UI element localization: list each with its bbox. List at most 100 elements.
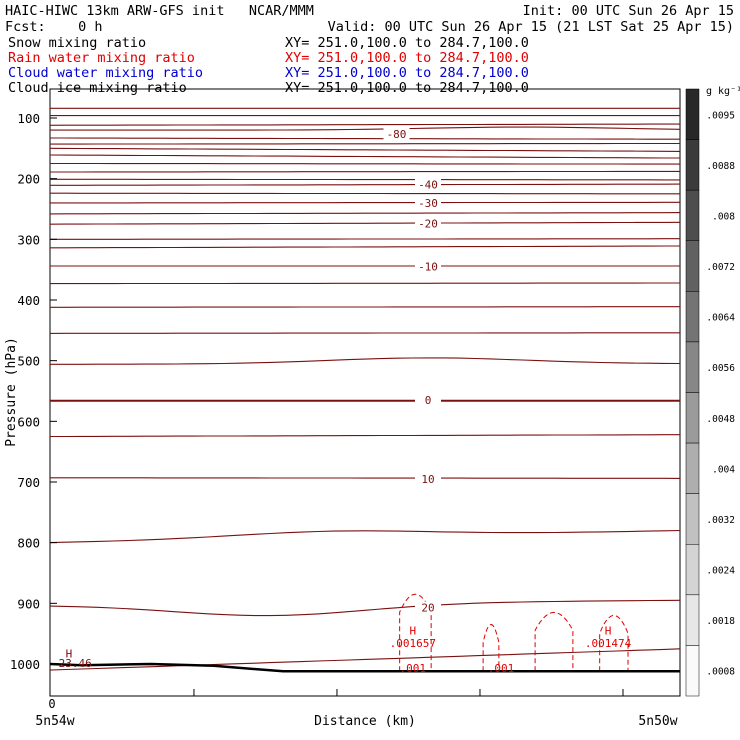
field-name: Rain water mixing ratio [8, 50, 195, 66]
field-name: Cloud water mixing ratio [8, 65, 203, 81]
contour-label-layer: -80-40-30-20-1001020H.001657H.001474.001… [59, 127, 632, 675]
terrain-line [49, 662, 680, 673]
field-name: Snow mixing ratio [8, 35, 146, 51]
temperature-contour-label: 0 [425, 394, 432, 407]
temperature-contour [50, 238, 680, 240]
y-axis-label: Pressure (hPa) [4, 337, 19, 447]
colorbar-bin [685, 392, 700, 444]
surface-label: H [66, 648, 73, 661]
temperature-label-bg [383, 127, 410, 140]
temperature-contour [49, 648, 681, 671]
temperature-contour [50, 170, 680, 173]
y-tick-label: 900 [17, 596, 40, 611]
colorbar-label: .0056 [706, 363, 735, 374]
temperature-contour [50, 137, 680, 140]
y-tick-label: 500 [17, 354, 40, 369]
temperature-contour [49, 599, 681, 617]
colorbar-bin [685, 544, 700, 596]
x-axis-start-label: 5n54w [35, 714, 74, 729]
colorbar-bin [685, 291, 700, 343]
colorbar-bin [685, 594, 700, 646]
x-axis-label: Distance (km) [314, 714, 416, 729]
temperature-contour [50, 162, 680, 165]
colorbar-bin [685, 139, 700, 191]
colorbar-label: .008 [712, 211, 735, 222]
colorbar-bin [685, 88, 700, 140]
y-tick-label: 300 [17, 232, 40, 247]
temperature-label-bg [415, 260, 441, 273]
y-tick-label: 800 [17, 536, 40, 551]
y-tick-label: 700 [17, 475, 40, 490]
header-line1-left: HAIC-HIWC 13km ARW-GFS init NCAR/MMM [5, 3, 314, 19]
x-axis [49, 689, 624, 696]
field-xy: XY= 251.0,100.0 to 284.7,100.0 [285, 35, 529, 51]
temperature-label-bg [415, 394, 441, 407]
temperature-contour-label: -80 [387, 128, 407, 141]
temperature-contour [49, 332, 680, 334]
temperature-contour [49, 212, 681, 215]
temperature-contour-label: -20 [418, 218, 438, 231]
temperature-contour [49, 154, 680, 159]
colorbar-bin [685, 645, 700, 697]
x-axis-end-label: 5n50w [638, 714, 677, 729]
temperature-label-bg [415, 196, 441, 209]
rain-contour-label: .001 [400, 662, 427, 675]
y-axis: 100 200 300 400 500 600 700 800 900 1000 [10, 111, 57, 672]
temperature-contour [50, 282, 680, 285]
terrain-layer [49, 662, 680, 673]
colorbar-label: .0095 [706, 110, 735, 121]
rain-contour [482, 624, 500, 672]
surface-label: 23.46 [59, 657, 92, 670]
header-line2-right: Valid: 00 UTC Sun 26 Apr 15 (21 LST Sat … [328, 19, 734, 35]
colorbar-label: .0064 [706, 313, 735, 324]
colorbar-label: .0018 [706, 616, 735, 627]
temperature-label-bg [415, 472, 441, 485]
colorbar-bin [685, 341, 700, 393]
temperature-contour [50, 434, 680, 438]
temperature-label-bg [415, 178, 441, 191]
temperature-contour [49, 529, 681, 544]
colorbar-bin [685, 189, 700, 242]
y-tick-label: 200 [17, 172, 40, 187]
y-tick-label: 1000 [10, 657, 40, 672]
colorbar-label: .0072 [706, 262, 735, 273]
field-xy: XY= 251.0,100.0 to 284.7,100.0 [285, 50, 529, 66]
temperature-contour [50, 306, 680, 308]
colorbar: .0095 .0088 .008 .0072 .0064 .0056 .0048 .004 .0… [685, 88, 735, 697]
temperature-contour [50, 142, 680, 145]
y-tick-label: 400 [17, 293, 40, 308]
temperature-contour-label: -30 [418, 197, 438, 210]
contour-layer [49, 107, 681, 671]
rain-contour-label: .001 [488, 662, 515, 675]
colorbar-bin [685, 240, 700, 292]
temperature-contour [50, 357, 681, 365]
field-xy: XY= 251.0,100.0 to 284.7,100.0 [285, 65, 529, 81]
rain-contour-label: H [605, 625, 612, 638]
colorbar-label: .0024 [706, 566, 735, 577]
temperature-contour-label: -40 [418, 179, 438, 192]
field-legend: Snow mixing ratio XY= 251.0,100.0 to 284.… [8, 35, 529, 96]
header-line2-left: Fcst: 0 h [5, 19, 103, 35]
header-line1-right: Init: 00 UTC Sun 26 Apr 15 [523, 3, 734, 19]
y-tick-label: 100 [17, 111, 40, 126]
colorbar-label: .0088 [706, 161, 735, 172]
field-xy: XY= 251.0,100.0 to 284.7,100.0 [285, 80, 529, 96]
temperature-label-bg [415, 601, 441, 614]
temperature-label-bg [415, 217, 441, 230]
temperature-contour [49, 123, 680, 126]
colorbar-bin [685, 493, 700, 545]
rain-contour [534, 612, 574, 672]
temperature-contour-label: 10 [421, 473, 434, 486]
temperature-contour [50, 245, 680, 249]
colorbar-label: .0048 [706, 414, 735, 425]
colorbar-label: .004 [712, 464, 735, 475]
rain-contour-label: H [409, 625, 416, 638]
temperature-contour-label: 20 [421, 602, 434, 615]
temperature-contour [50, 183, 681, 186]
rain-contour-label: .001474 [585, 637, 632, 650]
temperature-contour [50, 178, 680, 181]
temperature-contour-label: -10 [418, 261, 438, 274]
temperature-contour [50, 477, 681, 479]
field-name: Cloud ice mixing ratio [8, 80, 187, 96]
